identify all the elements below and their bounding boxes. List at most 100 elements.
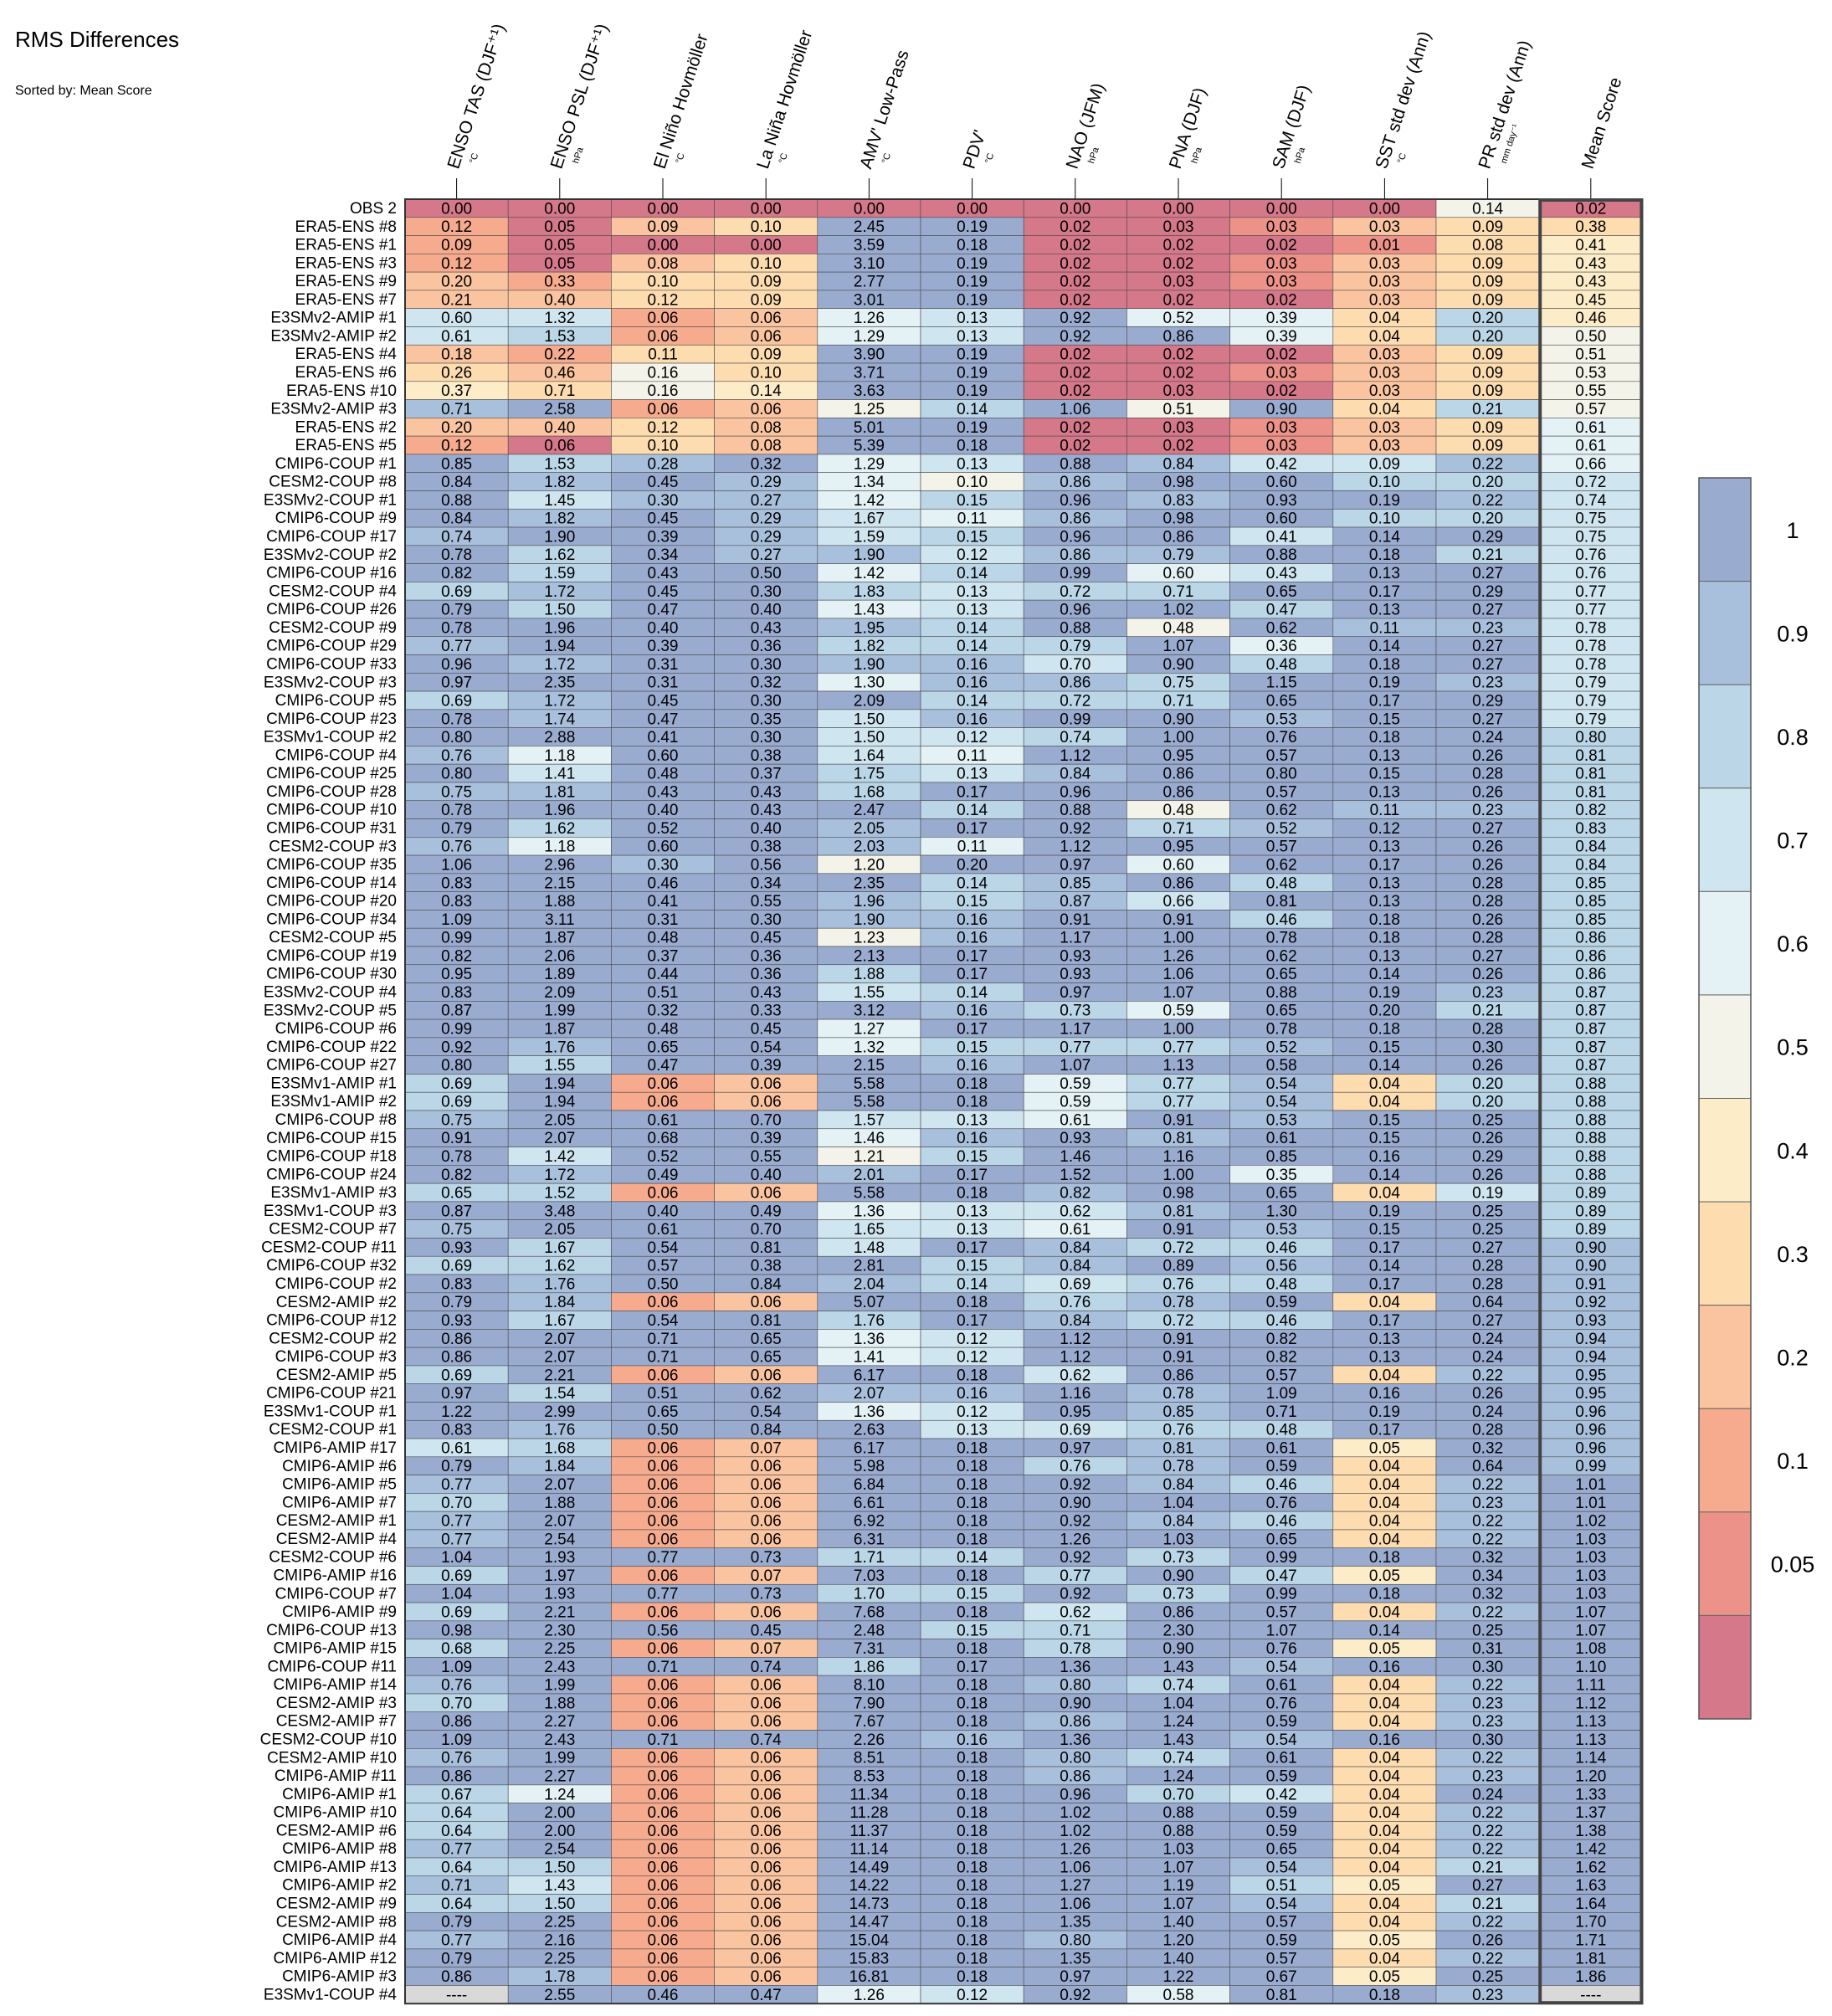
cell-value: 0.05 <box>1369 1968 1400 1986</box>
cell-value: 1.62 <box>544 820 575 838</box>
colorbar-segment <box>1698 994 1752 1099</box>
cell-value: 0.14 <box>957 692 988 710</box>
cell-value: 0.40 <box>648 619 679 637</box>
cell-value: 0.99 <box>441 930 472 947</box>
cell-value: 16.81 <box>849 1968 890 1986</box>
cell-value: 0.23 <box>1472 1495 1503 1512</box>
cell-value: 0.29 <box>751 510 782 528</box>
cell-value: 0.70 <box>751 1111 782 1129</box>
cell-value: 1.81 <box>544 783 575 801</box>
cell-value: 0.18 <box>957 1804 988 1822</box>
cell-value: 0.41 <box>648 729 679 746</box>
cell-value: 1.59 <box>854 528 885 546</box>
cell-value: 0.06 <box>648 328 679 346</box>
cell-value: 0.46 <box>1266 1239 1297 1257</box>
cell-value: 1.64 <box>854 747 885 765</box>
cell-value: 0.06 <box>751 1786 782 1803</box>
cell-value: 0.06 <box>751 1841 782 1859</box>
cell-value: 0.99 <box>1266 1586 1297 1603</box>
cell-value: 0.22 <box>1472 1823 1503 1840</box>
cell-value: 0.04 <box>1369 1294 1400 1311</box>
cell-value: 1.99 <box>544 1750 575 1767</box>
cell-value: 0.71 <box>544 382 575 400</box>
cell-value: 14.49 <box>849 1859 890 1876</box>
cell-value: 0.97 <box>1060 1439 1090 1457</box>
cell-value: 1.78 <box>544 1968 575 1986</box>
cell-value: 0.96 <box>1575 1403 1606 1421</box>
cell-value: 1.26 <box>854 310 885 327</box>
cell-value: 1.09 <box>1266 1385 1297 1403</box>
cell-value: 0.00 <box>441 200 472 218</box>
cell-value: 0.45 <box>751 1021 782 1039</box>
cell-value: 1.88 <box>854 966 885 983</box>
cell-value: 0.76 <box>441 839 472 856</box>
row-label: CESM2-AMIP #5 <box>276 1367 397 1384</box>
cell-value: 0.43 <box>751 984 782 1002</box>
cell-value: 0.71 <box>648 1659 679 1676</box>
cell-value: 0.72 <box>1060 692 1090 710</box>
cell-value: 0.02 <box>1163 364 1194 382</box>
cell-value: 0.26 <box>441 364 472 382</box>
cell-value: 0.14 <box>1369 528 1400 546</box>
cell-value: 0.10 <box>1369 474 1400 491</box>
cell-value: 1.72 <box>544 583 575 601</box>
cell-value: 8.53 <box>854 1768 885 1786</box>
cell-value: 7.67 <box>854 1713 885 1731</box>
cell-value: 1.87 <box>544 1021 575 1039</box>
cell-value: 2.03 <box>854 839 885 856</box>
cell-value: 0.69 <box>441 1367 472 1384</box>
cell-value: 1.96 <box>544 619 575 637</box>
cell-value: 0.46 <box>1266 1476 1297 1494</box>
cell-value: 0.78 <box>441 1148 472 1166</box>
cell-value: 3.63 <box>854 382 885 400</box>
cell-value: 1.03 <box>1163 1841 1194 1859</box>
cell-value: 0.81 <box>1266 1987 1297 2004</box>
cell-value: 0.30 <box>648 492 679 510</box>
cell-value: 1.32 <box>544 310 575 327</box>
cell-value: 0.02 <box>1163 291 1194 309</box>
row-label: CMIP6-AMIP #11 <box>275 1767 397 1785</box>
cell-value: 0.20 <box>1369 1003 1400 1020</box>
cell-value: 0.27 <box>1472 638 1503 655</box>
cell-value: 1.00 <box>1163 1021 1194 1039</box>
cell-value: 0.74 <box>1163 1677 1194 1695</box>
row-label: CMIP6-COUP #19 <box>266 947 397 965</box>
cell-value: 0.06 <box>648 1968 679 1986</box>
cell-value: 0.06 <box>751 1877 782 1895</box>
cell-value: 0.26 <box>1472 966 1503 983</box>
row-label: CMIP6-AMIP #16 <box>274 1567 397 1584</box>
cell-value: 0.01 <box>1369 237 1400 254</box>
cell-value: 0.07 <box>751 1640 782 1658</box>
cell-value: 0.70 <box>1163 1786 1194 1803</box>
cell-value: 11.28 <box>849 1804 888 1822</box>
cell-value: 0.16 <box>957 1731 988 1749</box>
cell-value: 0.77 <box>441 638 472 655</box>
row-label: CMIP6-COUP #9 <box>275 510 397 527</box>
cell-value: 0.05 <box>1369 1932 1400 1950</box>
colorbar-tick-label: 0.4 <box>1777 1138 1809 1163</box>
cell-value: 0.32 <box>1472 1439 1503 1457</box>
cell-value: 1.19 <box>1163 1877 1194 1895</box>
cell-value: 1.62 <box>544 1258 575 1275</box>
cell-value: 0.91 <box>1163 1221 1194 1239</box>
cell-value: 0.77 <box>1163 1075 1194 1093</box>
cell-value: 0.18 <box>957 1859 988 1876</box>
cell-value: 0.48 <box>648 930 679 947</box>
cell-value: 0.99 <box>1060 710 1090 728</box>
cell-value: 0.17 <box>1369 692 1400 710</box>
cell-value: 0.91 <box>1163 1111 1194 1129</box>
cell-value: 0.13 <box>1369 893 1400 911</box>
cell-value: 0.70 <box>751 1221 782 1239</box>
cell-value: 0.09 <box>1472 218 1503 236</box>
cell-value: 0.25 <box>1472 1203 1503 1220</box>
cell-value: 0.24 <box>1472 729 1503 746</box>
cell-value: 0.17 <box>957 1167 988 1184</box>
row-label: CMIP6-COUP #27 <box>266 1057 397 1075</box>
cell-value: 0.13 <box>957 602 988 619</box>
column-header-0: ENSO TAS (DJF⁺¹) <box>444 22 509 172</box>
cell-value: 0.02 <box>1163 438 1194 455</box>
cell-value: 0.15 <box>1369 1221 1400 1239</box>
cell-value: 0.18 <box>957 1495 988 1512</box>
cell-value: 0.74 <box>1060 729 1090 746</box>
cell-value: 0.06 <box>648 1950 679 1967</box>
